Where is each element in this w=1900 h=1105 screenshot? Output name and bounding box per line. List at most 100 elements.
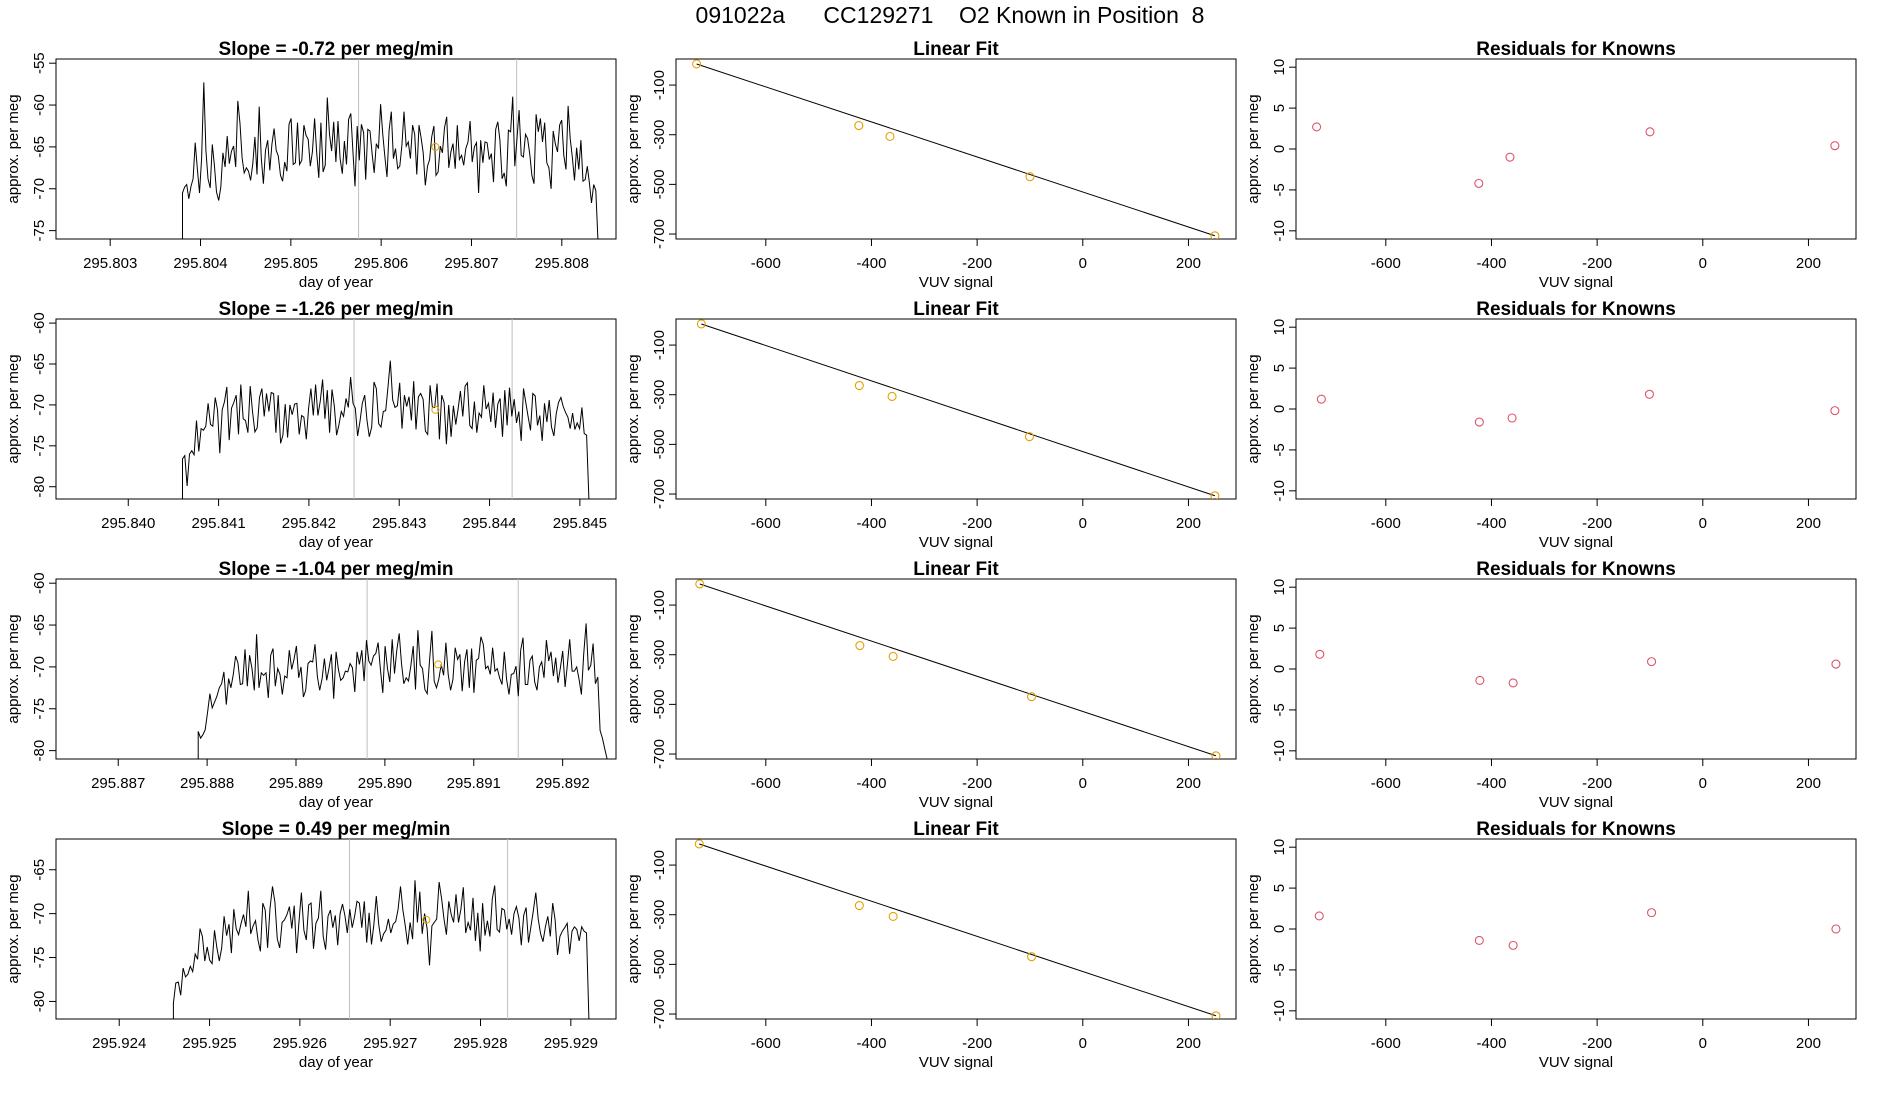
residual-point — [1314, 911, 1324, 921]
x-tick-label: 295.844 — [462, 515, 516, 532]
fit-point — [887, 391, 897, 402]
y-tick-label: -60 — [31, 94, 48, 116]
fit-point — [694, 839, 704, 849]
x-tick-label: 0 — [1699, 1035, 1707, 1052]
x-axis-label: VUV signal — [919, 274, 993, 291]
y-axis-label: approx. per meg — [5, 354, 22, 463]
y-tick-label: -500 — [651, 169, 668, 199]
x-tick-label: 295.841 — [191, 515, 245, 532]
x-tick-label: 295.843 — [372, 515, 426, 532]
x-tick-label: 295.805 — [264, 255, 318, 272]
x-tick-label: -200 — [962, 515, 992, 532]
plot-area — [56, 59, 599, 239]
y-tick-label: -80 — [31, 991, 48, 1013]
x-tick-label: 295.887 — [91, 775, 145, 792]
y-tick-label: -65 — [31, 353, 48, 375]
y-tick-label: 10 — [1271, 839, 1288, 856]
x-axis-label: VUV signal — [1539, 794, 1613, 811]
residual-point — [1474, 178, 1484, 188]
panel-residuals-3: Residuals for Knowns -600 -400 -200 0 200 10 5 0… — [1245, 819, 1857, 1071]
x-tick-label: 200 — [1176, 1035, 1201, 1052]
x-tick-label: -600 — [751, 255, 781, 272]
y-tick-label: -65 — [31, 859, 48, 881]
x-tick-label: 200 — [1796, 255, 1821, 272]
figure-title: 091022a CC129271 O2 Known in Position 8 — [695, 2, 1205, 28]
x-tick-label: -200 — [962, 1035, 992, 1052]
y-tick-label: -500 — [651, 949, 668, 979]
x-tick-label: -200 — [1582, 775, 1612, 792]
plot-area — [695, 579, 1221, 759]
sample-mean-marker — [431, 405, 440, 414]
y-tick-label: -10 — [1271, 480, 1288, 502]
plot-frame — [55, 578, 617, 760]
y-tick-label: -100 — [651, 850, 668, 880]
panel-fit-1: Linear Fit -600 -400 -200 0 200 -100 -300 -500 -7… — [625, 299, 1237, 551]
x-tick-label: -400 — [1476, 1035, 1506, 1052]
panel-timeseries-1: Slope = -1.26 per meg/min 295.840 295.841 2… — [5, 299, 617, 551]
plot-area — [56, 579, 608, 759]
panel-fit-2: Linear Fit -600 -400 -200 0 200 -100 -300 -500 -7… — [625, 559, 1237, 811]
y-tick-label: -80 — [31, 476, 48, 498]
y-tick-label: -70 — [31, 178, 48, 200]
residual-point — [1646, 657, 1657, 667]
y-tick-label: -60 — [31, 312, 48, 334]
y-tick-label: -80 — [31, 740, 48, 762]
fit-point — [1210, 231, 1220, 239]
x-axis-label: VUV signal — [1539, 274, 1613, 291]
x-tick-label: 295.889 — [269, 775, 323, 792]
y-axis-label: approx. per meg — [1245, 94, 1262, 203]
x-axis-label: day of year — [299, 274, 373, 291]
x-tick-label: 295.808 — [535, 255, 589, 272]
x-tick-label: 0 — [1079, 515, 1087, 532]
x-axis-label: VUV signal — [919, 1054, 993, 1071]
x-tick-label: -200 — [962, 255, 992, 272]
y-axis-label: approx. per meg — [5, 614, 22, 723]
y-tick-label: -700 — [651, 999, 668, 1029]
y-tick-label: -10 — [1271, 740, 1288, 762]
y-axis-label: approx. per meg — [1245, 874, 1262, 983]
y-tick-label: -700 — [651, 219, 668, 249]
y-tick-label: -75 — [31, 947, 48, 969]
panel-title: Slope = -0.72 per meg/min — [219, 39, 454, 60]
y-tick-label: -5 — [1271, 443, 1288, 456]
series-line — [56, 623, 608, 759]
panel-title: Linear Fit — [913, 559, 999, 580]
panel-timeseries-2: Slope = -1.04 per meg/min 295.887 295.888 2… — [5, 559, 617, 811]
x-axis-label: day of year — [299, 794, 373, 811]
x-tick-label: 295.924 — [92, 1035, 146, 1052]
y-tick-label: 5 — [1271, 104, 1288, 112]
x-tick-label: 295.840 — [101, 515, 155, 532]
y-tick-label: 0 — [1271, 925, 1288, 933]
plot-area — [1315, 649, 1841, 688]
x-tick-label: -200 — [962, 775, 992, 792]
sample-mean-marker — [434, 660, 443, 669]
sample-mean-marker — [422, 915, 431, 924]
x-tick-label: -600 — [1371, 1035, 1401, 1052]
fit-point — [855, 640, 865, 651]
y-tick-label: -65 — [31, 614, 48, 636]
x-tick-label: -400 — [856, 255, 886, 272]
y-tick-label: -70 — [31, 903, 48, 925]
fit-point — [696, 319, 706, 329]
x-axis-label: VUV signal — [1539, 534, 1613, 551]
plot-frame — [1295, 58, 1857, 240]
plot-frame — [55, 58, 617, 240]
y-tick-label: -10 — [1271, 1000, 1288, 1022]
x-tick-label: -600 — [751, 515, 781, 532]
x-tick-label: -600 — [751, 1035, 781, 1052]
y-tick-label: -300 — [651, 380, 668, 410]
fit-line — [701, 323, 1216, 497]
plot-area — [56, 839, 590, 1019]
y-tick-label: 10 — [1271, 319, 1288, 336]
x-axis-label: day of year — [299, 1054, 373, 1071]
y-tick-label: -5 — [1271, 183, 1288, 196]
y-tick-label: -500 — [651, 689, 668, 719]
plot-frame — [55, 318, 617, 500]
fit-point — [1210, 491, 1220, 499]
x-tick-label: 0 — [1079, 775, 1087, 792]
y-tick-label: 10 — [1271, 579, 1288, 596]
residual-point — [1830, 406, 1840, 416]
fit-point — [888, 651, 898, 662]
y-tick-label: 5 — [1271, 884, 1288, 892]
